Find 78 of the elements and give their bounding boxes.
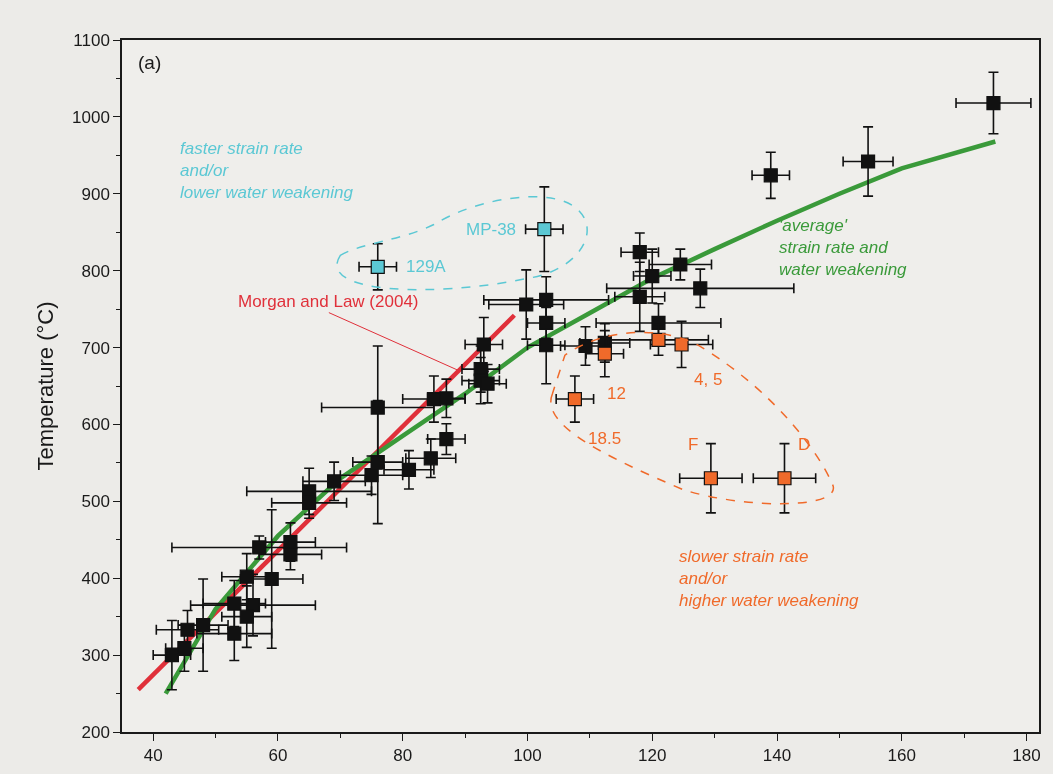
x-tick-label: 180 bbox=[1012, 746, 1041, 766]
point bbox=[327, 474, 342, 489]
point bbox=[252, 540, 267, 555]
point bbox=[632, 289, 647, 304]
point bbox=[439, 431, 454, 447]
point bbox=[645, 268, 660, 284]
y-tick-label: 800 bbox=[81, 261, 110, 281]
annotation: D bbox=[798, 435, 811, 454]
point bbox=[283, 547, 298, 562]
point bbox=[245, 598, 261, 613]
point bbox=[283, 534, 298, 550]
point bbox=[370, 400, 385, 415]
point bbox=[567, 391, 582, 407]
point bbox=[180, 622, 195, 637]
annotation: 18.5 bbox=[588, 429, 622, 448]
point bbox=[519, 297, 534, 312]
point bbox=[264, 571, 279, 587]
y-axis-title: Temperature (°C) bbox=[33, 301, 59, 471]
point bbox=[539, 292, 554, 307]
annotation: Morgan and Law (2004) bbox=[238, 292, 419, 311]
point bbox=[537, 222, 552, 237]
x-tick-label: 160 bbox=[887, 746, 916, 766]
y-tick-label: 900 bbox=[81, 184, 110, 204]
point bbox=[578, 338, 593, 354]
y-tick-label: 400 bbox=[81, 569, 110, 589]
annotation: 12 bbox=[607, 384, 626, 403]
point bbox=[539, 315, 554, 331]
x-tick-label: 120 bbox=[638, 746, 667, 766]
point bbox=[674, 337, 689, 352]
y-tick-label: 700 bbox=[81, 338, 110, 358]
line-series bbox=[163, 139, 998, 696]
point bbox=[539, 338, 554, 353]
point bbox=[364, 468, 379, 483]
point bbox=[196, 618, 211, 633]
annotation: slower strain rate and/or higher water weakening bbox=[679, 547, 860, 611]
y-tick-label: 1000 bbox=[72, 107, 110, 127]
point bbox=[302, 495, 317, 510]
point bbox=[370, 259, 385, 274]
y-tick-label: 600 bbox=[81, 415, 110, 435]
y-tick-label: 1100 bbox=[73, 30, 110, 50]
point bbox=[986, 95, 1001, 111]
point bbox=[860, 154, 876, 169]
point bbox=[703, 471, 718, 486]
point bbox=[777, 471, 792, 486]
y-tick-label: 200 bbox=[81, 722, 110, 742]
annotation: F bbox=[688, 435, 699, 454]
point bbox=[763, 168, 778, 183]
point bbox=[401, 462, 417, 477]
x-tick-label: 60 bbox=[268, 746, 288, 766]
point bbox=[632, 245, 647, 260]
x-tick-label: 140 bbox=[762, 746, 792, 766]
point bbox=[651, 332, 666, 347]
annotation: 129A bbox=[406, 257, 447, 276]
y-tick-label: 500 bbox=[81, 492, 110, 512]
point bbox=[651, 315, 666, 331]
point bbox=[239, 609, 254, 624]
point bbox=[423, 451, 438, 466]
point bbox=[164, 648, 179, 663]
y-tick-label: 300 bbox=[81, 646, 110, 666]
point bbox=[239, 569, 254, 584]
annotation: 4, 5 bbox=[694, 370, 723, 389]
point bbox=[370, 455, 385, 470]
point bbox=[693, 281, 708, 296]
point bbox=[480, 376, 495, 391]
x-tick-label: 40 bbox=[143, 746, 163, 766]
point bbox=[227, 596, 242, 611]
annotation: 'average' strain rate and water weakening bbox=[779, 216, 908, 280]
x-tick-label: 80 bbox=[393, 746, 413, 766]
point bbox=[673, 257, 688, 272]
annotation: faster strain rate and/or lower water weakening bbox=[180, 139, 354, 203]
annotation: (a) bbox=[138, 52, 162, 73]
x-tick-label: 100 bbox=[513, 746, 542, 766]
point bbox=[476, 337, 491, 352]
point bbox=[227, 626, 242, 641]
point bbox=[597, 346, 612, 361]
annotation: MP-38 bbox=[466, 220, 517, 239]
point bbox=[177, 641, 192, 656]
point bbox=[439, 391, 454, 406]
